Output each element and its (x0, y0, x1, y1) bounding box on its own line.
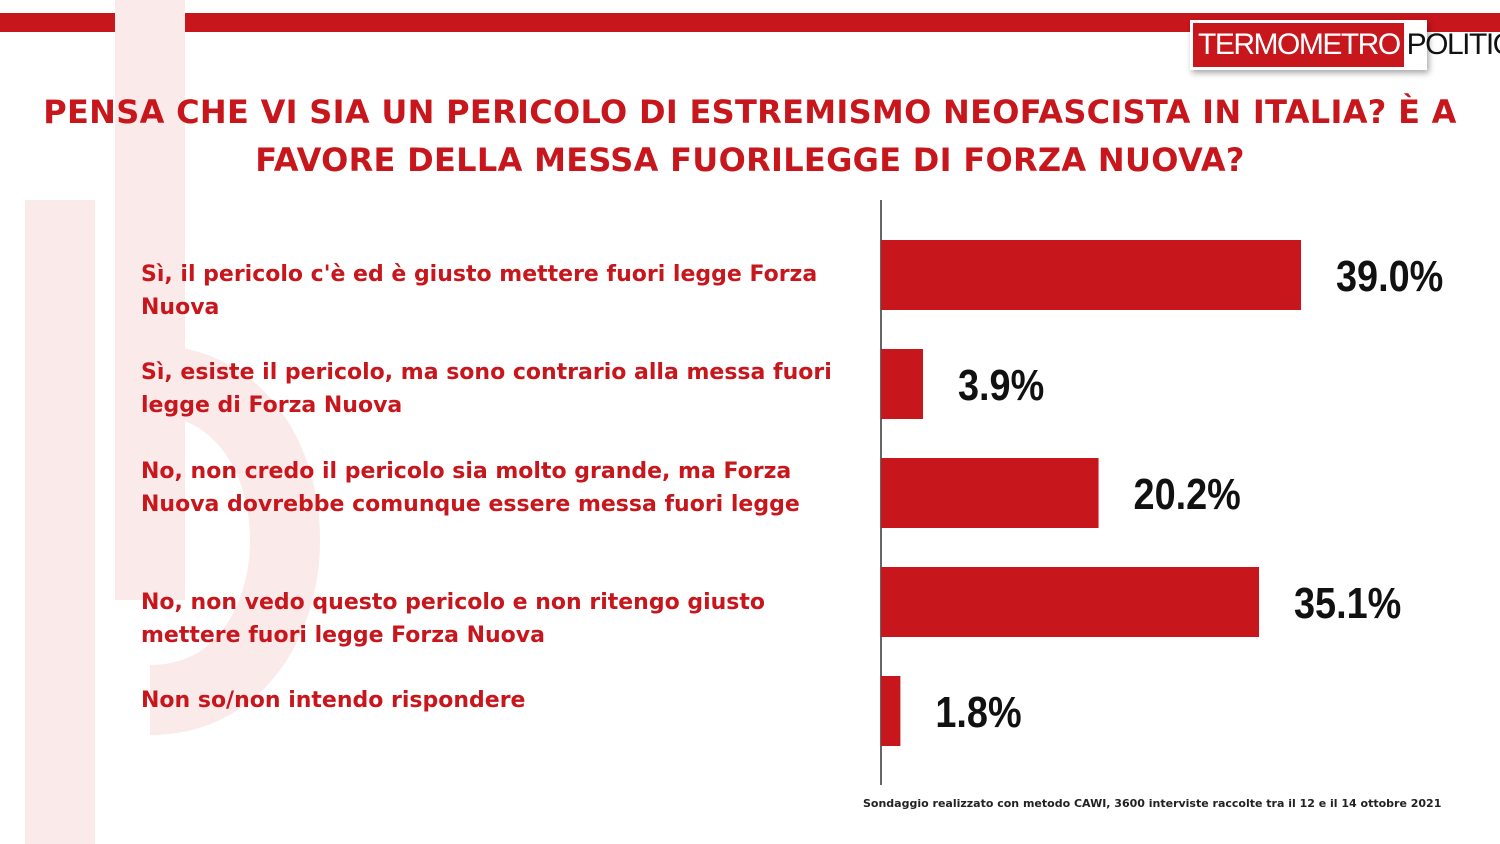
category-label: Sì, esiste il pericolo, ma sono contrari… (141, 360, 832, 418)
category-label: No, non credo il pericolo sia molto gran… (141, 459, 800, 517)
chart-title: PENSA CHE VI SIA UN PERICOLO DI ESTREMIS… (43, 93, 1457, 179)
bar-value-label: 1.8% (935, 687, 1021, 736)
logo-right-text: POLITICO (1406, 28, 1500, 61)
bar-value-label: 39.0% (1336, 251, 1443, 300)
termometro-politico-logo: TERMOMETRO POLITICO (1190, 20, 1500, 70)
bar (881, 240, 1302, 310)
bar (881, 567, 1260, 637)
bar (881, 349, 924, 419)
bar-value-label: 35.1% (1294, 578, 1401, 627)
logo-left-text: TERMOMETRO (1193, 23, 1404, 67)
category-label: Non so/non intendo rispondere (141, 688, 526, 713)
category-label: No, non vedo questo pericolo e non riten… (141, 590, 766, 648)
top-red-band (0, 13, 1500, 32)
bar (881, 676, 901, 746)
bar-value-label: 20.2% (1134, 469, 1241, 518)
category-label: Sì, il pericolo c'è ed è giusto mettere … (141, 262, 818, 320)
survey-footnote: Sondaggio realizzato con metodo CAWI, 36… (863, 797, 1442, 810)
bar (881, 458, 1099, 528)
bar-value-label: 3.9% (958, 360, 1044, 409)
